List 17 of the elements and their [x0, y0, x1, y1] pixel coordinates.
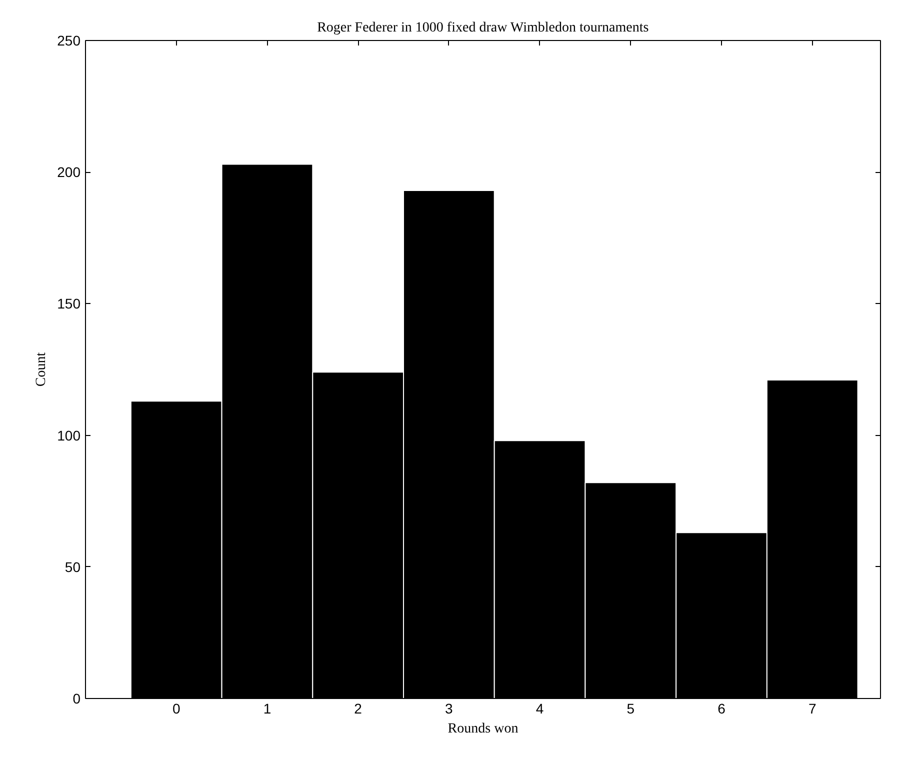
y-axis-title: Count [34, 352, 50, 387]
x-tick-label: 4 [536, 700, 544, 716]
x-tick-label: 3 [445, 700, 454, 716]
chart-title: Roger Federer in 1000 fixed draw Wimbledon tournaments [317, 20, 649, 36]
x-tick-label: 0 [172, 700, 180, 716]
y-tick-label: 150 [57, 296, 81, 312]
y-tick-label: 100 [57, 427, 81, 444]
y-tick-label: 0 [72, 690, 81, 706]
x-tick-label: 7 [808, 700, 816, 716]
x-tick-label: 2 [354, 700, 362, 716]
x-tick-label: 1 [263, 700, 272, 716]
y-tick-label: 50 [64, 558, 81, 575]
y-tick-label: 250 [57, 32, 81, 48]
x-axis-title: Rounds won [448, 722, 518, 736]
x-tick-label: 5 [626, 700, 635, 716]
y-tick-label: 200 [57, 164, 81, 180]
x-tick-label: 6 [718, 700, 726, 716]
